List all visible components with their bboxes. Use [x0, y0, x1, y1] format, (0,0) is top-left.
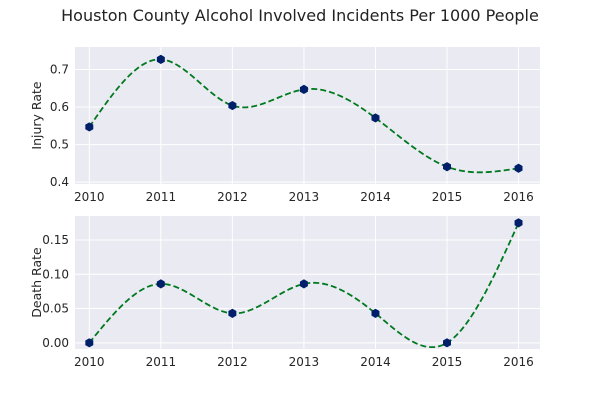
data-point	[514, 218, 523, 228]
x-tick-label: 2016	[503, 355, 534, 369]
x-tick-label: 2012	[217, 355, 248, 369]
y-tick-labels: 0.00 0.05 0.10 0.15	[42, 233, 69, 350]
y-tick-label: 0.7	[50, 63, 69, 77]
data-point	[443, 162, 451, 172]
y-tick-label: 0.4	[50, 175, 69, 189]
x-tick-label: 2011	[146, 190, 177, 204]
plot-background	[75, 47, 540, 184]
y-axis-label: Death Rate	[29, 247, 44, 318]
x-tick-label: 2010	[74, 355, 105, 369]
chart-title: Houston County Alcohol Involved Incident…	[61, 6, 539, 25]
x-tick-label: 2013	[289, 190, 320, 204]
data-point	[85, 122, 94, 132]
y-tick-label: 0.05	[42, 302, 69, 316]
x-tick-label: 2013	[289, 355, 320, 369]
x-tick-label: 2015	[432, 190, 463, 204]
grid-lines	[75, 47, 540, 184]
y-axis-label: Injury Rate	[29, 81, 44, 149]
data-point	[156, 279, 165, 289]
data-point	[371, 113, 380, 123]
x-tick-label: 2011	[146, 355, 177, 369]
x-tick-labels: 2010 2011 2012 2013 2014 2015 2016	[74, 355, 534, 369]
x-tick-label: 2015	[432, 355, 463, 369]
data-point	[85, 338, 94, 348]
x-tick-label: 2016	[503, 190, 534, 204]
y-tick-label: 0.15	[42, 233, 69, 247]
y-tick-label: 0.5	[50, 138, 69, 152]
y-tick-labels: 0.4 0.5 0.6 0.7	[50, 63, 69, 190]
y-tick-label: 0.00	[42, 336, 69, 350]
data-point	[443, 338, 451, 348]
x-tick-label: 2012	[217, 190, 248, 204]
x-tick-labels: 2010 2011 2012 2013 2014 2015 2016	[74, 190, 534, 204]
x-tick-label: 2014	[360, 355, 391, 369]
injury-rate-panel: 0.40.50.60.7 2010 2011 2012 2013 2014 2015 201…	[29, 47, 540, 204]
data-point	[228, 100, 237, 111]
series-markers	[85, 218, 523, 348]
y-tick-label: 0.10	[42, 267, 69, 281]
grid-lines	[75, 216, 540, 349]
death-rate-panel: 0.000.050.100.15 2010 2011 2012 2013 2014 201…	[29, 216, 540, 369]
x-tick-label: 2010	[74, 190, 105, 204]
data-point	[299, 84, 308, 95]
data-point	[299, 279, 308, 289]
data-point	[514, 163, 523, 173]
x-tick-label: 2014	[360, 190, 391, 204]
data-point	[156, 54, 165, 64]
data-point	[371, 308, 380, 318]
series-markers	[85, 54, 523, 173]
data-point	[228, 308, 237, 318]
y-tick-label: 0.6	[50, 100, 69, 114]
